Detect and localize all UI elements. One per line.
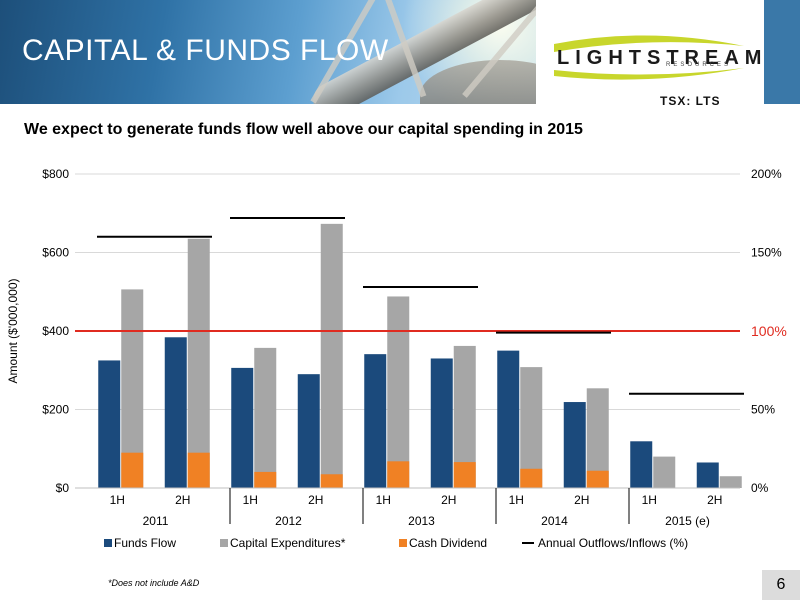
cash-dividend-bar (320, 474, 343, 488)
x-tick-label: 2H (441, 493, 456, 507)
x-tick-label: 2H (707, 493, 722, 507)
y-tick-label: $400 (42, 324, 69, 338)
funds-flow-bar (231, 367, 254, 488)
y2-tick-label: 50% (751, 403, 775, 417)
y-tick-label: $800 (42, 167, 69, 181)
legend-label: Funds Flow (114, 536, 176, 550)
headline: We expect to generate funds flow well ab… (24, 121, 583, 138)
capital-funds-flow-chart: $0 $200 $400 $600 $800 0% 50% 150% 200% Amount ($… (6, 167, 787, 550)
y2-tick-label: 150% (751, 246, 782, 260)
logo-subtitle: RESOURCES (666, 62, 732, 68)
cash-dividend-bar (520, 468, 543, 488)
x-tick-label: 1H (376, 493, 391, 507)
group-label: 2011 (143, 514, 169, 528)
header-stripe (764, 0, 800, 104)
funds-flow-bar (364, 354, 387, 488)
cash-dividend-bar (254, 471, 277, 488)
logo-swoosh-icon (554, 35, 744, 80)
header-banner: CAPITAL & FUNDS FLOW (0, 0, 536, 104)
x-tick-label: 1H (243, 493, 258, 507)
legend-label: Cash Dividend (409, 536, 487, 550)
group-label: 2013 (408, 514, 435, 528)
cash-dividend-bar (453, 462, 476, 488)
group-label: 2012 (275, 514, 302, 528)
funds-flow-bar (630, 441, 653, 488)
legend-label: Capital Expenditures* (230, 536, 346, 550)
capex-bar (187, 238, 210, 488)
reference-line-label: 100% (751, 323, 787, 339)
cash-dividend-bar (187, 452, 210, 488)
x-tick-label: 2H (308, 493, 323, 507)
legend-label: Annual Outflows/Inflows (%) (538, 536, 688, 550)
funds-flow-bar (696, 462, 719, 488)
funds-flow-bar (497, 350, 520, 488)
funds-flow-bar (297, 374, 320, 488)
capex-bar (719, 476, 742, 488)
cash-dividend-bar (121, 452, 144, 488)
capex-bar (653, 456, 676, 488)
company-logo: LIGHTSTREAM RESOURCES (548, 34, 761, 84)
legend-swatch (220, 539, 228, 547)
slide-title: CAPITAL & FUNDS FLOW (22, 34, 389, 67)
logo-wordmark: LIGHTSTREAM (557, 47, 768, 69)
group-label: 2015 (e) (665, 514, 710, 528)
capex-bar (254, 347, 277, 488)
funds-flow-bar (164, 337, 187, 488)
group-label: 2014 (541, 514, 568, 528)
ticker-symbol: TSX: LTS (660, 94, 721, 108)
y-tick-label: $200 (42, 403, 69, 417)
funds-flow-bar (563, 402, 586, 488)
cash-dividend-bar (387, 461, 410, 488)
capex-bar (320, 223, 343, 488)
footnote: *Does not include A&D (108, 578, 200, 588)
funds-flow-bar (430, 358, 453, 488)
legend-swatch (104, 539, 112, 547)
y-tick-label: $0 (56, 481, 70, 495)
x-tick-label: 1H (509, 493, 524, 507)
y2-tick-label: 0% (751, 481, 769, 495)
capex-bar (121, 289, 144, 488)
x-tick-label: 1H (110, 493, 125, 507)
capex-bar (586, 388, 609, 488)
y-tick-label: $600 (42, 246, 69, 260)
capex-bar (387, 296, 410, 488)
funds-flow-bar (98, 360, 121, 488)
y-axis-label: Amount ($'000,000) (6, 278, 20, 383)
capex-bar (453, 345, 476, 488)
x-tick-label: 2H (574, 493, 589, 507)
y2-tick-label: 200% (751, 167, 782, 181)
cash-dividend-bar (586, 470, 609, 488)
page-number: 6 (762, 570, 800, 600)
capex-bar (520, 367, 543, 488)
legend-swatch (399, 539, 407, 547)
x-tick-label: 1H (642, 493, 657, 507)
x-tick-label: 2H (175, 493, 190, 507)
